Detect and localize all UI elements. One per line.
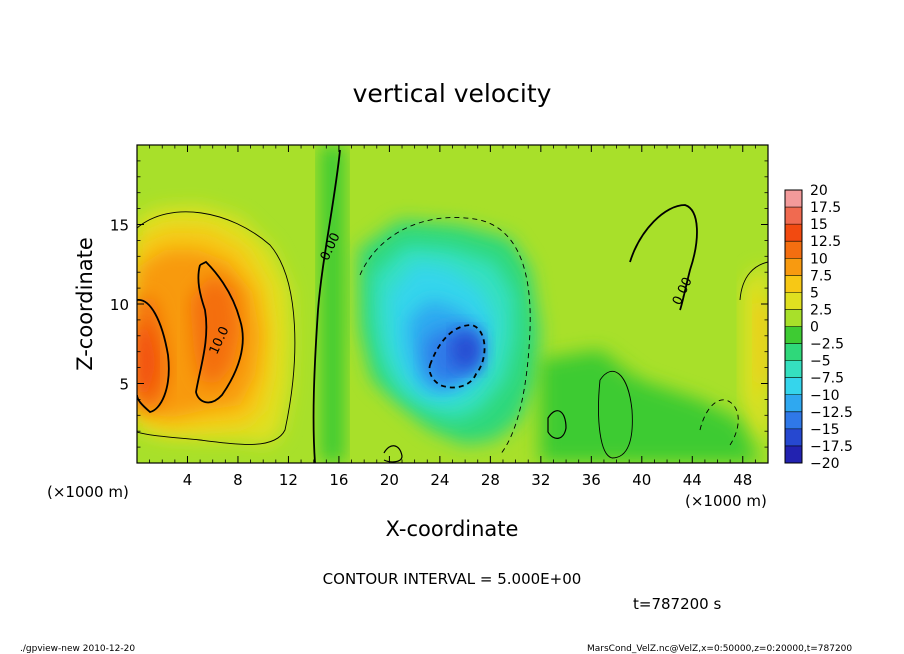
colorbar-segment: [785, 207, 802, 225]
colorbar-segment: [785, 326, 802, 345]
updraft-left-peak: [137, 322, 156, 395]
x-tick-label: 36: [582, 471, 601, 489]
colorbar-segment: [785, 394, 802, 413]
colorbar-segment: [785, 309, 802, 327]
y-axis-ticks: 5 10 15: [110, 160, 768, 448]
colorbar-label: 0: [810, 320, 819, 336]
colorbar-label: −15: [810, 422, 840, 438]
x-tick-label: 44: [683, 471, 702, 489]
colorbar-label: −12.5: [810, 405, 853, 421]
green-band-right: [540, 350, 760, 463]
contour-5-left: [137, 211, 296, 445]
x-tick-label: 8: [233, 471, 243, 489]
colorbar-label: 17.5: [810, 200, 841, 216]
y-axis-label: Z-coordinate: [73, 237, 97, 371]
colorbar-label: −5: [810, 354, 831, 370]
contour-5-right: [598, 370, 633, 459]
green-band-left: [320, 145, 345, 463]
x-axis-label: X-coordinate: [386, 517, 519, 541]
x-tick-label: 4: [183, 471, 193, 489]
y-tick-label: 10: [110, 296, 129, 314]
colorbar-label: 20: [810, 183, 828, 199]
colorbar-segment: [785, 258, 802, 276]
colorbar-label: 10: [810, 251, 828, 267]
colorbar-label: 15: [810, 217, 828, 233]
colorbar-segment: [785, 275, 802, 293]
time-label: t=787200 s: [633, 595, 721, 613]
colorbar-label: −10: [810, 388, 840, 404]
colorbar-segment: [785, 190, 802, 208]
colorbar-segment: [785, 411, 802, 430]
x-tick-label: 28: [481, 471, 500, 489]
footer-right: MarsCond_VelZ.nc@VelZ,x=0:50000,z=0:2000…: [587, 644, 852, 654]
colorbar-segment: [785, 343, 802, 362]
contour-minus5-right: [699, 399, 739, 446]
colorbar-segment: [785, 445, 802, 464]
chart-title: vertical velocity: [353, 79, 552, 108]
contour-10-center: [195, 260, 244, 404]
x-tick-label: 40: [632, 471, 651, 489]
x-tick-label: 24: [430, 471, 449, 489]
contour-lines: [137, 149, 768, 463]
colorbar-label: 7.5: [810, 268, 832, 284]
x-tick-label: 20: [380, 471, 399, 489]
colorbar-label: 2.5: [810, 302, 832, 318]
downdraft-peak: [452, 330, 482, 370]
colorbar-label: −20: [810, 456, 840, 472]
updraft-edge-core: [755, 300, 768, 392]
contour-interval-text: CONTOUR INTERVAL = 5.000E+00: [323, 570, 582, 588]
contour-0-right: [629, 204, 698, 311]
colorbar-label: −17.5: [810, 439, 853, 455]
colorbar-label: −2.5: [810, 337, 844, 353]
footer-left: ./gpview-new 2010-12-20: [20, 644, 135, 654]
x-axis-ticks: 4 8 12 16 20 24 28 32 36 40 44 48: [149, 145, 756, 489]
colorbar-segment: [785, 377, 802, 396]
colorbar-label: −7.5: [810, 371, 844, 387]
x-tick-label: 32: [531, 471, 550, 489]
contour-5-edge: [739, 261, 768, 301]
contour-minus5: [359, 217, 531, 456]
colorbar-segment: [785, 241, 802, 259]
z-unit-label: (×1000 m): [47, 483, 129, 501]
colorbar-label: 5: [810, 285, 819, 301]
contour-10-left: [137, 299, 170, 413]
colorbar-segment: [785, 360, 802, 379]
x-tick-label: 48: [733, 471, 752, 489]
y-tick-label: 5: [119, 376, 129, 394]
contour-0-left: [312, 149, 341, 463]
colorbar-label: 12.5: [810, 234, 841, 250]
contour-small-bottom: [383, 445, 403, 463]
x-unit-label: (×1000 m): [685, 492, 767, 510]
x-tick-label: 12: [279, 471, 298, 489]
x-tick-label: 16: [329, 471, 348, 489]
y-tick-label: 15: [110, 217, 129, 235]
colorbar-segment: [785, 292, 802, 310]
contour-minus10: [428, 324, 486, 389]
field-blobs: [137, 145, 768, 463]
colorbar-segment: [785, 428, 802, 447]
contour-small-cell: [547, 410, 567, 439]
colorbar-segment: [785, 224, 802, 242]
